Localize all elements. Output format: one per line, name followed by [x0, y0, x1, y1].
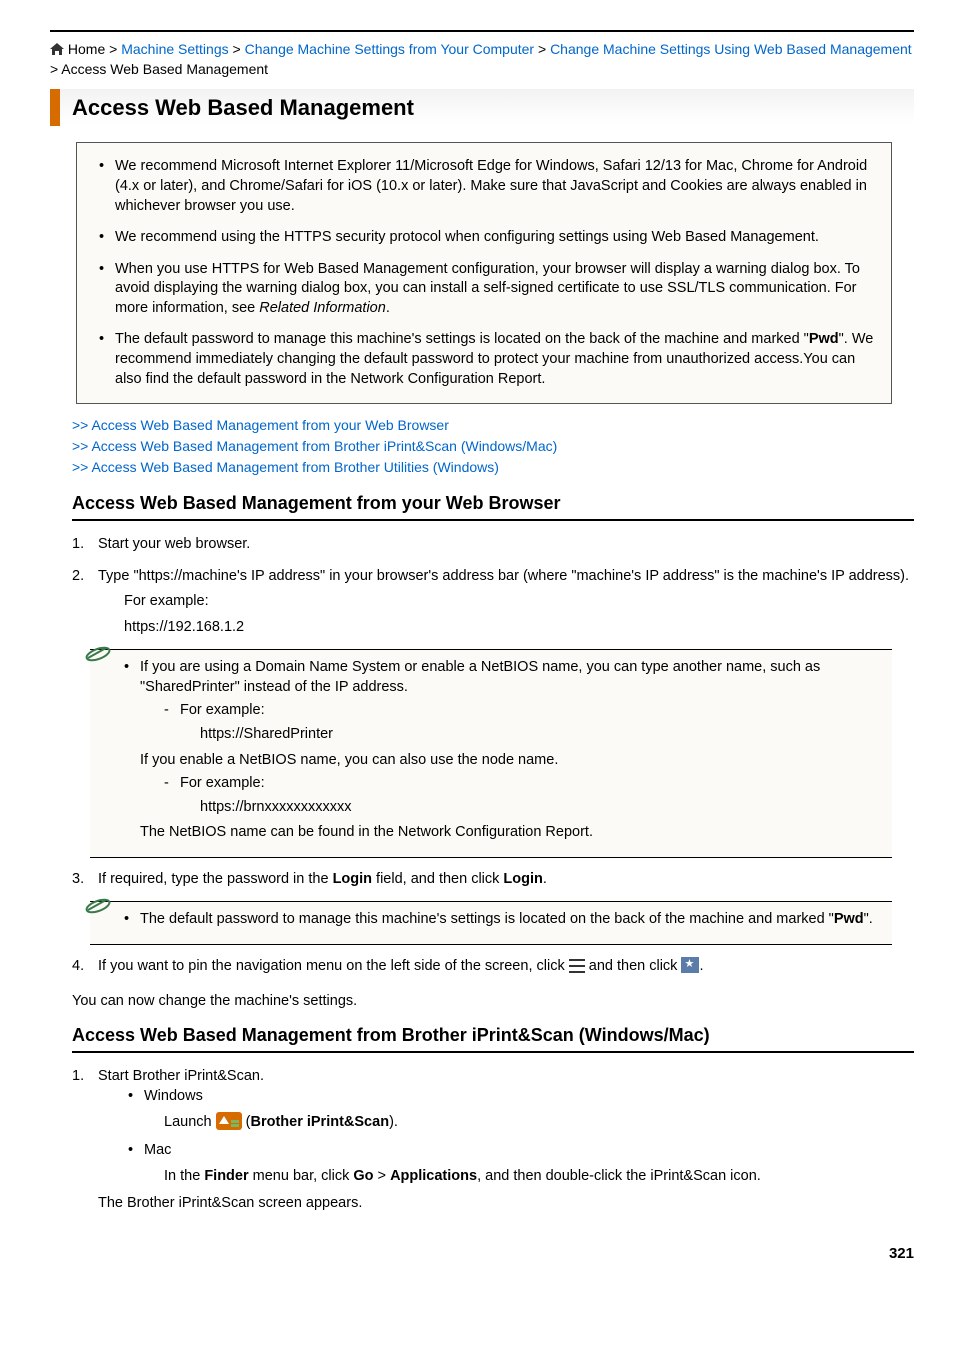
platform-mac: Mac In the Finder menu bar, click Go > A…	[124, 1141, 914, 1186]
dash-item: For example: https://SharedPrinter	[160, 701, 892, 744]
home-icon[interactable]	[50, 41, 64, 60]
top-rule	[50, 30, 914, 32]
breadcrumb-home[interactable]: Home	[68, 41, 105, 57]
step-3: If required, type the password in the Lo…	[72, 870, 914, 890]
steps-list-1c: If you want to pin the navigation menu o…	[72, 957, 914, 980]
note-item: The default password to manage this mach…	[120, 910, 892, 930]
iprintscan-app-icon	[216, 1112, 242, 1130]
section-heading-2: Access Web Based Management from Brother…	[72, 1023, 914, 1053]
page-title-wrap: Access Web Based Management	[50, 89, 914, 127]
jump-links: >> Access Web Based Management from your…	[72, 416, 914, 477]
breadcrumb-link-1[interactable]: Machine Settings	[121, 41, 228, 57]
steps-list-2: Start Brother iPrint&Scan. Windows Launc…	[72, 1067, 914, 1213]
note-block-1: If you are using a Domain Name System or…	[90, 649, 892, 858]
info-item: When you use HTTPS for Web Based Managem…	[87, 260, 881, 319]
pin-star-icon	[681, 957, 699, 973]
note-pen-icon	[84, 896, 112, 916]
jump-link[interactable]: >> Access Web Based Management from your…	[72, 417, 449, 433]
steps-list-1b: If required, type the password in the Lo…	[72, 870, 914, 890]
steps-list-1: Start your web browser. Type "https://ma…	[72, 535, 914, 637]
step-2: Type "https://machine's IP address" in y…	[72, 567, 914, 638]
breadcrumb: Home > Machine Settings > Change Machine…	[50, 40, 914, 79]
platform-windows: Windows Launch (Brother iPrint&Scan).	[124, 1087, 914, 1133]
info-item: The default password to manage this mach…	[87, 330, 881, 389]
dash-item: For example: https://brnxxxxxxxxxxxx	[160, 774, 892, 817]
section-heading-1: Access Web Based Management from your We…	[72, 491, 914, 521]
page-number: 321	[50, 1244, 914, 1264]
step-4: If you want to pin the navigation menu o…	[72, 957, 914, 980]
step-1: Start your web browser.	[72, 535, 914, 555]
note-pen-icon	[84, 644, 112, 664]
note-block-2: The default password to manage this mach…	[90, 901, 892, 945]
info-item: We recommend Microsoft Internet Explorer…	[87, 157, 881, 216]
step-1b: Start Brother iPrint&Scan. Windows Launc…	[72, 1067, 914, 1213]
info-box: We recommend Microsoft Internet Explorer…	[76, 142, 892, 404]
jump-link[interactable]: >> Access Web Based Management from Brot…	[72, 438, 557, 454]
breadcrumb-link-3[interactable]: Change Machine Settings Using Web Based …	[550, 41, 912, 57]
after-steps-text: You can now change the machine's setting…	[72, 992, 914, 1012]
info-item: We recommend using the HTTPS security pr…	[87, 228, 881, 248]
hamburger-icon	[569, 959, 585, 980]
page-title: Access Web Based Management	[72, 93, 914, 123]
breadcrumb-link-2[interactable]: Change Machine Settings from Your Comput…	[245, 41, 535, 57]
breadcrumb-current: Access Web Based Management	[61, 61, 268, 77]
jump-link[interactable]: >> Access Web Based Management from Brot…	[72, 459, 499, 475]
note-item: If you are using a Domain Name System or…	[120, 658, 892, 843]
